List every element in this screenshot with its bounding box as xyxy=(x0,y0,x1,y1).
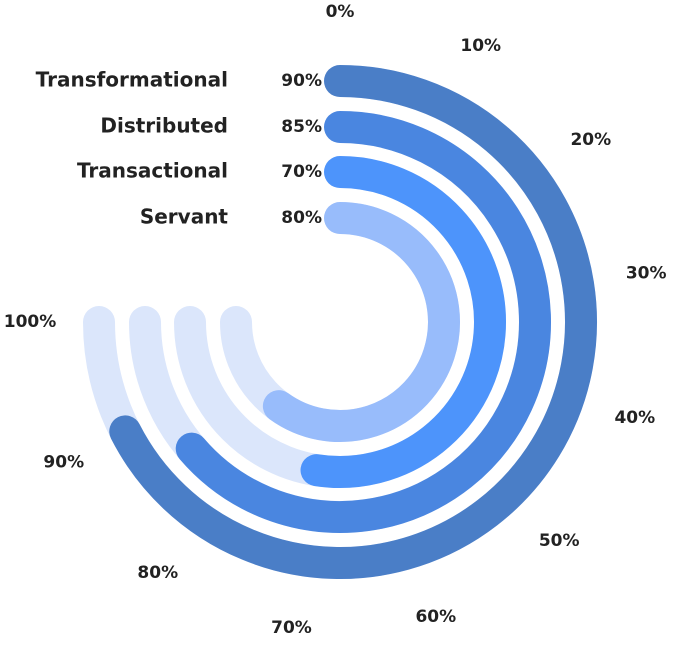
tick-label: 40% xyxy=(614,408,655,428)
category-label: Transformational xyxy=(36,68,228,92)
tick-label: 90% xyxy=(43,453,84,473)
category-label: Servant xyxy=(140,205,229,229)
tick-label: 10% xyxy=(460,36,501,56)
value-label: 70% xyxy=(281,162,322,182)
tick-label: 50% xyxy=(539,531,580,551)
tick-label: 30% xyxy=(626,264,667,284)
bar xyxy=(175,111,551,533)
value-label: 90% xyxy=(281,71,322,91)
tick-label: 100% xyxy=(4,312,57,332)
bar xyxy=(262,202,460,442)
bar xyxy=(109,65,597,579)
bar xyxy=(300,156,506,488)
tick-label: 0% xyxy=(326,2,355,22)
tick-label: 60% xyxy=(415,607,456,627)
value-label: 85% xyxy=(281,117,322,137)
value-label: 80% xyxy=(281,208,322,228)
category-label: Transactional xyxy=(77,159,228,183)
tick-label: 80% xyxy=(137,563,178,583)
category-label: Distributed xyxy=(100,114,228,138)
tick-label: 20% xyxy=(570,130,611,150)
tick-label: 70% xyxy=(271,618,312,638)
